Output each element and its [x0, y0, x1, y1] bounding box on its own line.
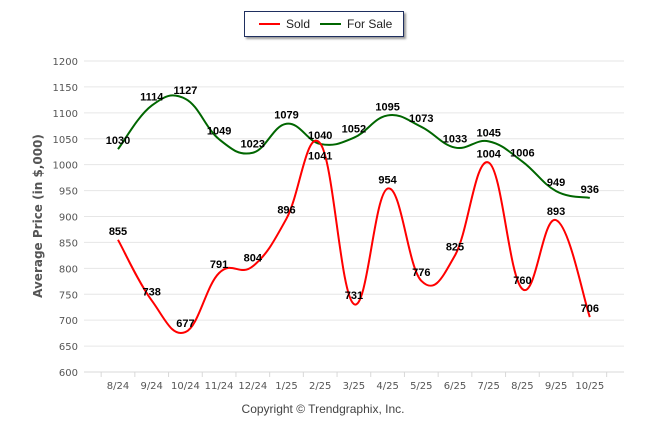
data-label-for-sale: 1073	[409, 113, 433, 125]
y-axis-ticks: 600 650 700 750 800 850 900 950 1000 1050 1100 1150…	[53, 57, 78, 379]
data-label-sold: 896	[277, 205, 295, 217]
legend-item-for-sale[interactable]: For Sale	[320, 17, 392, 31]
data-label-for-sale: 1127	[173, 85, 197, 97]
data-label-for-sale: 949	[547, 177, 565, 189]
x-axis-ticks: 8/24 9/24 10/24 11/24 12/24 1/25 2/25 3/25 4/25 5…	[84, 371, 624, 392]
data-label-sold: 677	[176, 318, 194, 330]
y-tick-label: 1200	[53, 57, 78, 68]
y-tick-label: 700	[59, 316, 78, 327]
x-tick-label: 9/25	[545, 381, 567, 392]
data-label-sold: 1004	[476, 149, 501, 161]
legend-swatch-for-sale	[320, 23, 341, 25]
legend-label-for-sale: For Sale	[347, 17, 393, 31]
data-label-for-sale: 1023	[241, 139, 265, 151]
data-label-for-sale: 1006	[510, 148, 534, 160]
y-tick-label: 950	[59, 187, 78, 198]
legend-label-sold: Sold	[286, 17, 311, 31]
x-tick-label: 12/24	[238, 381, 267, 392]
data-label-sold: 954	[378, 175, 397, 187]
data-label-for-sale: 1114	[140, 92, 164, 104]
y-tick-label: 1050	[53, 135, 78, 146]
data-label-sold: 738	[143, 286, 161, 298]
data-label-for-sale: 1045	[476, 127, 500, 139]
y-tick-label: 750	[59, 290, 78, 301]
data-label-sold: 731	[345, 290, 363, 302]
y-tick-label: 850	[59, 238, 78, 249]
legend-swatch-sold	[259, 23, 280, 25]
data-label-for-sale: 1095	[375, 101, 399, 113]
data-label-for-sale: 1033	[443, 134, 467, 146]
y-tick-label: 1150	[53, 83, 78, 94]
x-tick-label: 8/24	[107, 381, 129, 392]
data-label-sold: 855	[109, 226, 127, 238]
x-tick-label: 10/24	[171, 381, 200, 392]
x-tick-label: 2/25	[309, 381, 331, 392]
x-tick-label: 10/25	[575, 381, 604, 392]
y-tick-label: 800	[59, 264, 78, 275]
data-label-for-sale: 1049	[207, 125, 231, 137]
x-tick-label: 1/25	[275, 381, 297, 392]
x-tick-label: 6/25	[444, 381, 466, 392]
data-label-for-sale: 1030	[106, 135, 130, 147]
x-tick-label: 5/25	[410, 381, 432, 392]
data-label-sold: 776	[412, 267, 430, 279]
data-label-for-sale: 1040	[308, 130, 332, 142]
data-label-sold: 706	[581, 303, 599, 315]
legend-item-sold[interactable]: Sold	[259, 17, 310, 31]
x-tick-label: 8/25	[511, 381, 533, 392]
y-tick-label: 600	[59, 368, 78, 379]
data-label-sold: 893	[547, 206, 565, 218]
series-line-sold	[117, 139, 591, 335]
x-tick-label: 11/24	[205, 381, 234, 392]
legend: Sold For Sale	[244, 11, 404, 37]
gridlines	[84, 60, 624, 373]
x-tick-label: 3/25	[343, 381, 365, 392]
y-tick-label: 900	[59, 213, 78, 224]
copyright-text: Copyright © Trendgraphix, Inc.	[241, 402, 405, 416]
data-label-sold: 804	[244, 252, 263, 264]
series-lines	[117, 94, 591, 335]
data-labels: 1030 1114 1127 1049 1023 1079 1040 1052 1095 1073…	[106, 85, 599, 330]
data-label-sold: 791	[210, 259, 228, 271]
data-label-for-sale: 936	[581, 184, 599, 196]
y-tick-label: 1000	[53, 161, 78, 172]
data-label-for-sale: 1079	[274, 110, 298, 122]
data-label-sold: 760	[513, 275, 531, 287]
y-tick-label: 650	[59, 342, 78, 353]
x-tick-label: 9/24	[140, 381, 162, 392]
x-tick-label: 4/25	[376, 381, 398, 392]
y-axis-title: Average Price (in $,000)	[31, 134, 45, 298]
x-tick-label: 7/25	[477, 381, 499, 392]
data-label-sold: 825	[446, 241, 464, 253]
data-label-for-sale: 1052	[342, 124, 366, 136]
y-tick-label: 1100	[53, 109, 78, 120]
data-label-sold: 1041	[308, 150, 332, 162]
